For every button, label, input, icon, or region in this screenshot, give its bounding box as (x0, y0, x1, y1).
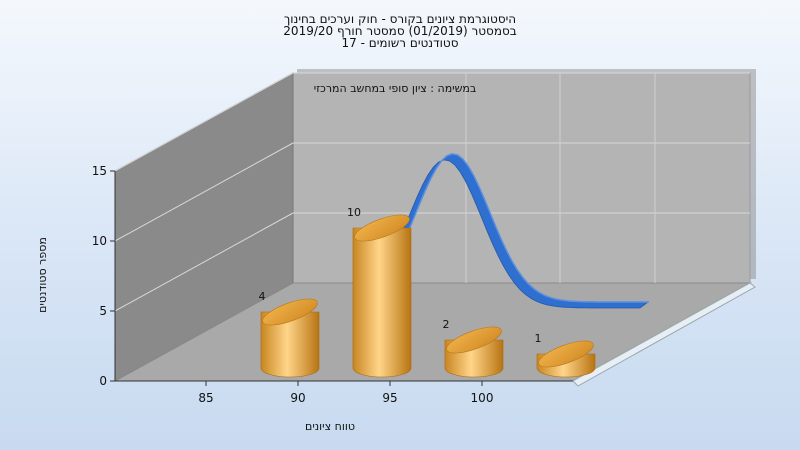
x-tick-label: 85 (198, 391, 213, 405)
grid-line-side (114, 72, 294, 172)
bar-value-label: 2 (443, 318, 450, 331)
y-axis-label: מספר סטודנטים (36, 237, 49, 313)
y-tick-label: 15 (92, 164, 107, 178)
x-tick-label: 100 (471, 391, 494, 405)
y-tick-label: 10 (92, 234, 107, 248)
x-tick-label: 90 (290, 391, 305, 405)
chart-title-line-2: בסמסטר (01/2019) סמסטר חורף 2019/20 (283, 24, 517, 38)
bar (352, 227, 412, 378)
chart-title-line-1: היסטוגרמת ציונים בקורס - חוק וערכים בחינ… (283, 12, 517, 26)
floor-edge (572, 282, 756, 387)
bar-top (446, 326, 502, 354)
curve-highlight (375, 153, 649, 303)
grid-line-side (114, 142, 294, 242)
chart-annotation: במשימה : ציון סופי במחשב המרכזי (313, 82, 477, 95)
bar-value-label: 4 (259, 290, 266, 303)
bar-value-label: 10 (347, 206, 361, 219)
y-tick-label: 0 (99, 374, 107, 388)
y-tick-label: 5 (99, 304, 107, 318)
bars: 4 10 2 1 (259, 206, 596, 378)
bar-top (354, 214, 410, 242)
chart-title-line-3: סטודנטים רשומים - 17 (341, 36, 459, 50)
bar (260, 311, 320, 378)
bar-value-label: 1 (535, 332, 542, 345)
x-axis-label: טווח ציונים (305, 420, 355, 433)
axes: 0 5 10 15 85 90 95 100 (92, 164, 573, 405)
distribution-curve (367, 153, 650, 309)
chart-walls (114, 69, 756, 387)
x-tick-label: 95 (382, 391, 397, 405)
bar-top (262, 298, 318, 326)
bar-top (538, 340, 594, 368)
grid-line-side (114, 212, 294, 312)
